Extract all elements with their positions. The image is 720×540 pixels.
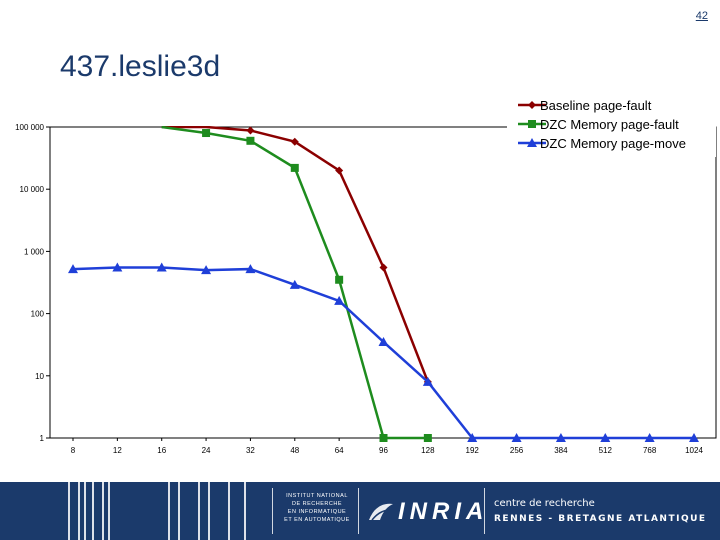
series-line xyxy=(72,266,694,440)
data-point-square xyxy=(335,275,344,284)
chart-legend: Baseline page-fault DZC Memory page-fault… xyxy=(507,97,716,157)
series-dzc-memory-page-fault xyxy=(161,126,432,442)
page-number: 42 xyxy=(695,10,708,22)
x-tick-label: 512 xyxy=(599,446,613,455)
y-tick-label: 10 xyxy=(35,372,44,381)
data-point-triangle xyxy=(467,433,478,442)
x-tick-label: 768 xyxy=(643,446,657,455)
footer-banner: INSTITUT NATIONAL DE RECHERCHE EN INFORM… xyxy=(0,482,720,540)
data-point-triangle xyxy=(600,433,611,442)
series-dzc-memory-page-move xyxy=(68,262,699,442)
slide-title: 437.leslie3d xyxy=(60,50,221,83)
inria-logo-icon xyxy=(369,503,393,521)
footer-divider xyxy=(272,488,273,534)
x-tick-label: 48 xyxy=(290,446,299,455)
legend-label: DZC Memory page-fault xyxy=(540,117,679,132)
data-point-square xyxy=(528,120,536,128)
data-point-triangle xyxy=(245,264,256,274)
legend-box xyxy=(507,97,716,157)
data-point-square xyxy=(246,136,255,145)
line-chart: 1 10 100 1 000 10 000 100 000 8 12 16 24 32 48 64 96 1… xyxy=(15,97,717,455)
x-tick-label: 16 xyxy=(157,446,166,455)
y-tick-label: 10 000 xyxy=(20,185,45,194)
legend-label: DZC Memory page-move xyxy=(540,136,686,151)
footer-divider xyxy=(358,488,359,534)
chart-series xyxy=(68,126,699,442)
x-tick-label: 32 xyxy=(246,446,255,455)
data-point-diamond xyxy=(528,101,536,109)
data-point-square xyxy=(290,163,299,172)
y-tick-label: 100 000 xyxy=(15,123,44,132)
inria-logo-text: INRIA xyxy=(398,498,489,525)
data-point-triangle xyxy=(112,262,123,272)
plot-area xyxy=(49,126,717,439)
data-point-triangle xyxy=(289,279,300,289)
data-point-triangle xyxy=(378,336,389,346)
chart-axes: 1 10 100 1 000 10 000 100 000 8 12 16 24 32 48 64 96 1… xyxy=(15,123,717,455)
footer-divider xyxy=(484,488,485,534)
x-tick-label: 384 xyxy=(554,446,568,455)
institute-line: DE RECHERCHE xyxy=(291,501,342,507)
data-point-square xyxy=(379,434,388,442)
centre-label: centre de recherche xyxy=(494,498,595,509)
data-point-triangle xyxy=(422,376,433,386)
data-point-triangle xyxy=(527,138,537,147)
institute-name: INSTITUT NATIONAL DE RECHERCHE EN INFORM… xyxy=(282,492,352,524)
centre-name: RENNES - BRETAGNE ATLANTIQUE xyxy=(494,514,707,524)
data-point-triangle xyxy=(511,433,522,442)
x-tick-label: 1024 xyxy=(685,446,703,455)
data-point-diamond xyxy=(379,263,388,272)
x-tick-label: 24 xyxy=(202,446,211,455)
institute-line: ET EN AUTOMATIQUE xyxy=(284,517,350,523)
x-tick-label: 128 xyxy=(421,446,435,455)
data-point-triangle xyxy=(68,264,78,274)
data-point-diamond xyxy=(246,126,255,135)
data-point-triangle xyxy=(644,433,655,442)
x-tick-label: 96 xyxy=(379,446,388,455)
legend-label: Baseline page-fault xyxy=(540,98,652,113)
data-point-triangle xyxy=(201,265,212,275)
y-tick-label: 1 xyxy=(40,434,45,443)
data-point-triangle xyxy=(334,295,345,305)
institute-line: EN INFORMATIQUE xyxy=(287,509,347,515)
data-point-diamond xyxy=(335,166,344,175)
data-point-square xyxy=(202,129,211,138)
x-tick-label: 64 xyxy=(335,446,344,455)
x-tick-label: 8 xyxy=(71,446,76,455)
institute-line: INSTITUT NATIONAL xyxy=(286,493,348,499)
data-point-diamond xyxy=(290,137,299,146)
data-point-square xyxy=(423,434,432,442)
y-tick-label: 1 000 xyxy=(24,247,45,256)
data-point-triangle xyxy=(555,433,566,442)
y-tick-label: 100 xyxy=(31,310,45,319)
data-point-triangle xyxy=(156,262,167,272)
x-tick-label: 192 xyxy=(466,446,480,455)
x-tick-label: 256 xyxy=(510,446,524,455)
data-point-triangle xyxy=(689,433,699,442)
x-tick-label: 12 xyxy=(113,446,122,455)
